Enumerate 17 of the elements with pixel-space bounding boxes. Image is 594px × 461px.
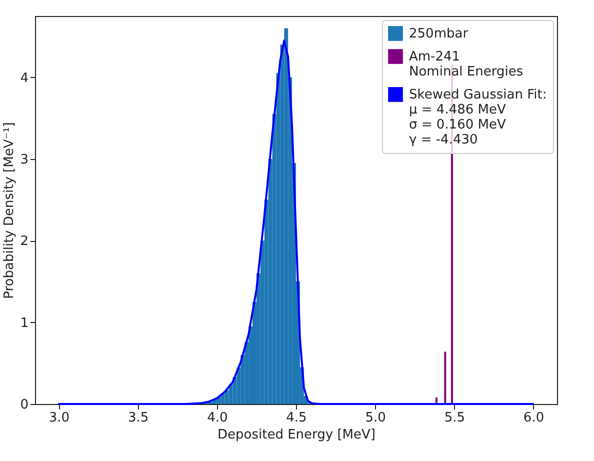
y-tick-label: 2 <box>20 234 28 250</box>
y-tick-label: 0 <box>20 398 28 412</box>
y-tick-label: 4 <box>20 70 28 86</box>
legend-label: Am-241 Nominal Energies <box>409 50 524 80</box>
x-tick-label: 6.0 <box>523 410 544 426</box>
legend-label: 250mbar <box>409 26 469 42</box>
x-tick-label: 3.0 <box>48 410 70 426</box>
x-tick-label: 5.0 <box>365 410 386 426</box>
legend-label: Skewed Gaussian Fit: μ = 4.486 MeV σ = 0.160 MeV γ = -4.430 <box>409 88 547 148</box>
x-tick-label: 4.0 <box>207 410 228 426</box>
y-axis-title: Probability Density [MeV⁻¹] <box>2 122 18 299</box>
x-tick-label: 3.5 <box>128 410 149 426</box>
x-tick-label: 5.5 <box>444 410 466 426</box>
y-tick-label: 3 <box>20 152 28 168</box>
x-tick-label: 4.5 <box>286 410 307 426</box>
x-axis-title: Deposited Energy [MeV] <box>218 428 376 442</box>
y-tick-label: 1 <box>20 316 28 331</box>
